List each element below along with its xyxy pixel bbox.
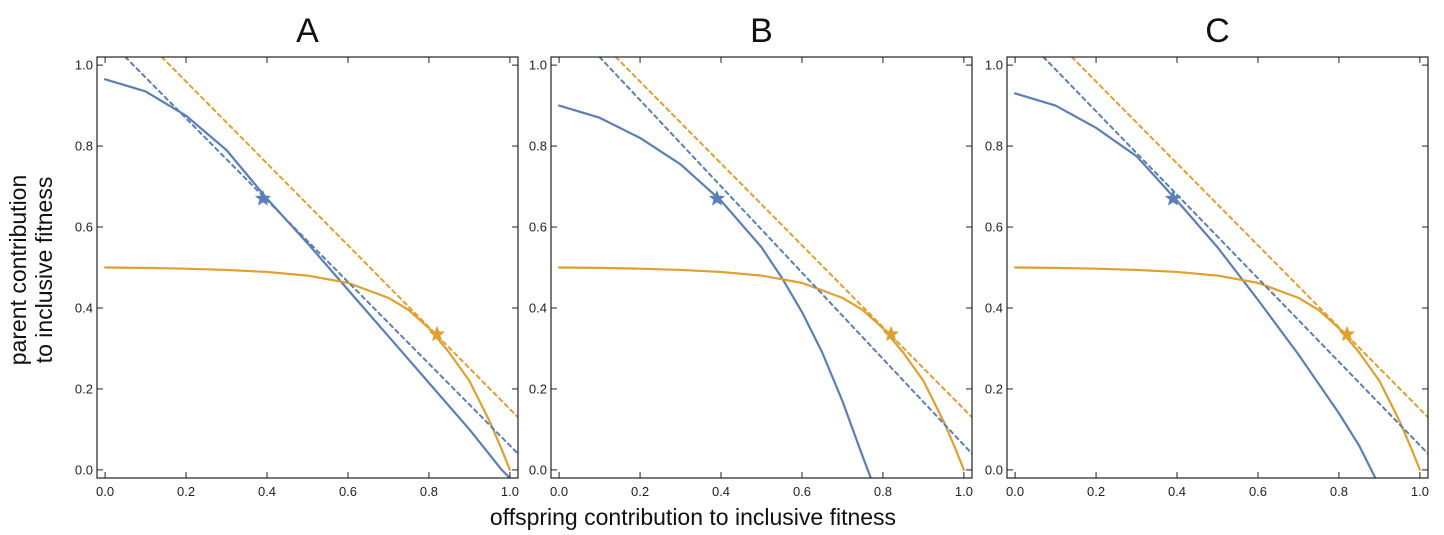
x-tick-label: 0.2	[177, 484, 195, 499]
star-marker	[882, 325, 900, 342]
y-axis-title-line2: to inclusive fitness	[31, 177, 57, 364]
panel-title: B	[750, 12, 773, 50]
y-tick-label: 0.6	[75, 220, 93, 235]
x-axis-title: offspring contribution to inclusive fitn…	[490, 504, 896, 530]
x-tick-label: 0.4	[1168, 484, 1186, 499]
y-tick-label: 0.8	[985, 139, 1003, 154]
plot-area	[103, 57, 518, 478]
curve-0	[103, 78, 511, 478]
x-tick-label: 0.8	[874, 484, 892, 499]
x-tick-label: 1.0	[955, 484, 973, 499]
y-tick-label: 0.6	[529, 220, 547, 235]
y-tick-label: 1.0	[75, 58, 93, 73]
y-tick-label: 0.0	[529, 462, 547, 477]
x-tick-label: 0.2	[631, 484, 649, 499]
x-tick-label: 0.0	[96, 484, 114, 499]
panel-title: A	[296, 12, 319, 50]
panel-title: C	[1205, 12, 1230, 50]
y-tick-label: 0.0	[985, 462, 1003, 477]
curve-1	[557, 266, 966, 471]
y-tick-label: 0.2	[529, 381, 547, 396]
x-tick-label: 0.4	[258, 484, 276, 499]
dashed-line-2	[124, 57, 518, 455]
y-tick-label: 0.4	[985, 300, 1003, 315]
dashed-line-3	[1070, 57, 1428, 419]
x-tick-label: 0.8	[1330, 484, 1348, 499]
curve-1	[1013, 266, 1422, 471]
plot-frame	[550, 56, 973, 479]
panels: A 0.0 0.2 0.4 0.6 0.8 1.0 0.0 0.2 0.4 0.6 0.8 1.0 B 0.…	[75, 12, 1429, 499]
star-marker	[1164, 189, 1182, 206]
x-tick-label: 0.6	[793, 484, 811, 499]
y-tick-label: 0.2	[985, 381, 1003, 396]
star-marker	[708, 189, 726, 206]
x-tick-label: 1.0	[1411, 484, 1429, 499]
y-axis-title-group: parent contribution to inclusive fitness	[5, 175, 57, 366]
curve-0	[1013, 92, 1377, 478]
y-tick-label: 1.0	[529, 58, 547, 73]
star-marker	[428, 325, 446, 342]
y-tick-label: 0.6	[985, 220, 1003, 235]
dashed-line-3	[160, 57, 518, 419]
y-tick-label: 0.2	[75, 381, 93, 396]
plot-area	[1013, 57, 1428, 478]
y-axis-title-line1: parent contribution	[5, 175, 31, 366]
plot-area	[557, 57, 972, 478]
x-tick-label: 0.6	[339, 484, 357, 499]
panel-a: A 0.0 0.2 0.4 0.6 0.8 1.0 0.0 0.2 0.4 0.6 0.8 1.0	[75, 12, 519, 499]
x-tick-label: 0.6	[1249, 484, 1267, 499]
dashed-line-2	[1042, 57, 1428, 455]
plot-frame	[1006, 56, 1429, 479]
x-tick-label: 1.0	[501, 484, 519, 499]
x-tick-label: 0.2	[1087, 484, 1105, 499]
star-marker	[1338, 325, 1356, 342]
dashed-line-2	[598, 57, 972, 455]
x-tick-label: 0.8	[420, 484, 438, 499]
star-marker	[254, 189, 272, 206]
y-tick-label: 0.0	[75, 462, 93, 477]
x-tick-label: 0.0	[1006, 484, 1024, 499]
panel-b: B 0.0 0.2 0.4 0.6 0.8 1.0 0.0 0.2 0.4 0.6 0.8 1.0	[529, 12, 973, 499]
y-tick-label: 0.4	[529, 300, 547, 315]
dashed-line-3	[614, 57, 972, 419]
y-tick-label: 0.8	[529, 139, 547, 154]
plot-frame	[96, 56, 519, 479]
panel-c: C 0.0 0.2 0.4 0.6 0.8 1.0 0.0 0.2 0.4 0.6 0.8 1.0	[985, 12, 1429, 499]
x-tick-label: 0.4	[712, 484, 730, 499]
y-tick-label: 0.4	[75, 300, 93, 315]
y-tick-label: 0.8	[75, 139, 93, 154]
x-tick-label: 0.0	[550, 484, 568, 499]
curve-0	[557, 104, 872, 478]
y-tick-label: 1.0	[985, 58, 1003, 73]
curve-1	[103, 266, 511, 471]
